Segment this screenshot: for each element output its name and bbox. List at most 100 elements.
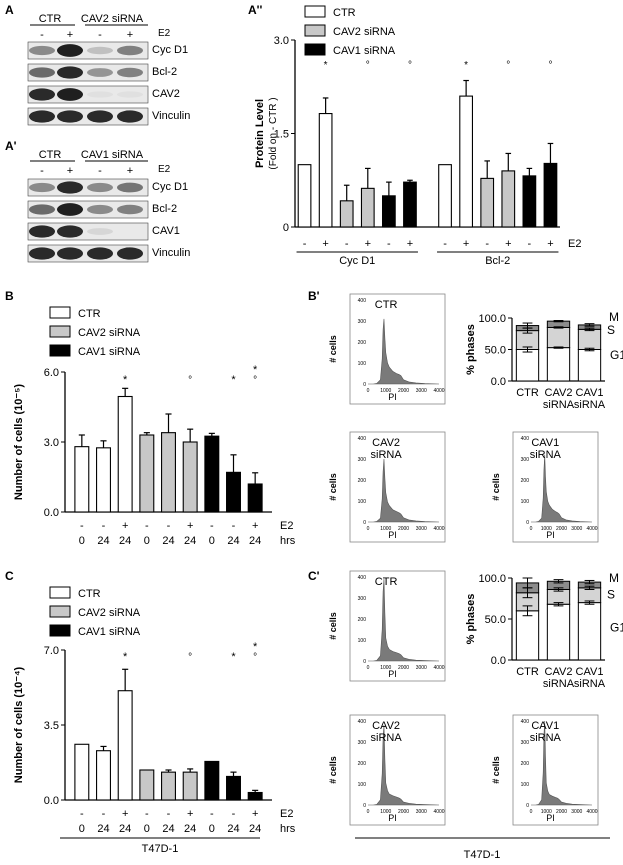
treatment-sign: - <box>167 808 171 820</box>
blot-band <box>29 45 55 56</box>
bar <box>438 164 452 228</box>
blot-treatment-label: E2 <box>158 28 171 39</box>
x-tick-label: 2000 <box>556 809 567 815</box>
y-tick-label: 300 <box>358 596 367 602</box>
phase-s-bar <box>577 587 602 604</box>
category-label: siRNA <box>574 399 606 411</box>
blot-band <box>29 88 55 101</box>
y-tick-label: 50.0 <box>485 345 506 357</box>
x-tick-label: 1000 <box>380 665 391 671</box>
significance-mark: * <box>123 651 128 663</box>
cell-line-label: T47D-1 <box>464 849 501 861</box>
y-axis-label: # cells <box>328 473 338 501</box>
y-axis-label: % phases <box>465 594 477 645</box>
histogram-area <box>531 720 593 806</box>
legend-swatch-cav2 <box>49 605 71 618</box>
y-tick-label: 300 <box>521 457 530 463</box>
legend-swatch-cav1 <box>304 43 326 56</box>
phase-s-bar <box>546 326 571 349</box>
y-tick-label: 0.0 <box>44 507 59 519</box>
bar <box>204 760 220 801</box>
bar <box>339 200 354 228</box>
y-tick-label: 3.5 <box>44 720 59 732</box>
blot-row-label: Bcl-2 <box>152 66 177 78</box>
blot-band <box>29 247 55 260</box>
legend-label: CAV2 siRNA <box>333 26 396 38</box>
phase-g1-bar <box>577 349 602 382</box>
phase-g1-bar <box>546 603 571 661</box>
histogram-area <box>368 458 440 523</box>
legend-label: CAV2 siRNA <box>78 607 141 619</box>
blot-band <box>57 247 83 260</box>
legend-label: CAV1 siRNA <box>78 346 141 358</box>
legend-label: CTR <box>78 308 101 320</box>
treatment-sign: + <box>252 520 258 532</box>
x-tick-label: 2000 <box>398 388 409 394</box>
y-tick-label: 300 <box>358 740 367 746</box>
blot-band <box>57 203 83 216</box>
hours-label: 24 <box>162 535 174 547</box>
bar <box>139 769 155 801</box>
blot-row-label: Vinculin <box>152 110 190 122</box>
panel-label-a-prime: A' <box>5 139 17 153</box>
x-tick-label: 1000 <box>380 526 391 532</box>
blot-band <box>117 45 143 56</box>
x-tick-label: 4000 <box>586 809 597 815</box>
panel-label-b-prime: B' <box>308 289 320 303</box>
group-label: Cyc D1 <box>339 255 375 267</box>
category-label: CAV1 <box>576 387 604 399</box>
bar <box>74 446 90 513</box>
hours-label: 0 <box>144 823 150 835</box>
category-label: CTR <box>516 387 539 399</box>
treatment-sign: + <box>252 808 258 820</box>
treatment-label: E2 <box>280 808 293 820</box>
histogram-title: CAV1 <box>531 720 559 732</box>
treatment-sign: - <box>80 520 84 532</box>
legend-swatch-ctr <box>49 586 71 599</box>
legend-swatch-cav2 <box>304 24 326 37</box>
phase-g1-bar <box>515 610 540 661</box>
y-axis-label: # cells <box>328 335 338 363</box>
y-axis-label: Protein Level <box>254 99 266 168</box>
phases-b-prime: 0.0 50.0 100.0% phases CTR CAV2siRNACAV1siRN… <box>465 310 623 411</box>
panel-label-c-prime: C' <box>308 569 320 583</box>
histogram-area <box>368 318 440 385</box>
blot-band <box>87 228 113 235</box>
category-label: siRNA <box>543 678 575 690</box>
blot-band <box>117 247 143 260</box>
legend-label: CAV1 siRNA <box>78 626 141 638</box>
hours-label: 24 <box>249 535 261 547</box>
y-tick-label: 7.0 <box>44 645 59 657</box>
y-tick-label: 400 <box>521 436 530 442</box>
legend-swatch-cav1 <box>49 344 71 357</box>
blot-band <box>57 181 83 194</box>
histogram-frame <box>349 293 446 405</box>
legend-swatch-ctr <box>49 306 71 319</box>
y-tick-label: 0.0 <box>44 795 59 807</box>
histogram-title: CAV2 <box>372 437 400 449</box>
x-axis-label: PI <box>546 530 555 540</box>
blot-band <box>117 67 143 78</box>
panel-label-a: A <box>5 3 14 17</box>
hours-label: 0 <box>209 535 215 547</box>
y-tick-label: 100 <box>358 499 367 505</box>
y-tick-label: 100.0 <box>478 573 506 585</box>
y-tick-label: 200 <box>358 478 367 484</box>
blot-band <box>57 44 83 57</box>
histogram-frame <box>349 570 446 682</box>
legend-label: CAV1 siRNA <box>333 45 396 57</box>
y-tick-label: 400 <box>358 575 367 581</box>
blot-band <box>117 182 143 193</box>
bar <box>182 771 198 801</box>
phases-c-prime: 0.0 50.0 100.0% phases CTR CAV2siRNACAV1siRN… <box>465 571 623 690</box>
histogram-area <box>368 579 440 662</box>
x-tick-label: 0 <box>530 526 533 532</box>
bar <box>117 690 133 801</box>
treatment-sign: + <box>122 520 128 532</box>
histogram-frame <box>349 714 446 826</box>
x-axis-label: PI <box>388 392 397 402</box>
treatment-label: E2 <box>280 520 293 532</box>
legend-label: CAV2 siRNA <box>78 327 141 339</box>
